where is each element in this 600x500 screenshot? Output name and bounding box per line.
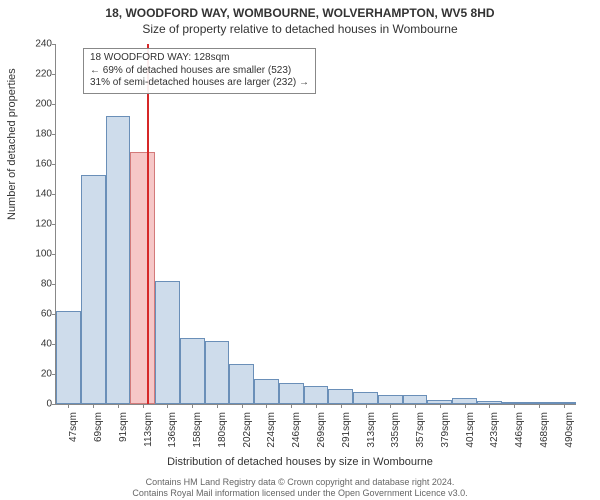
x-tick-label: 423sqm xyxy=(489,412,500,452)
y-tick-mark xyxy=(52,44,56,45)
histogram-bar xyxy=(279,383,304,404)
y-tick-mark xyxy=(52,104,56,105)
x-tick-mark xyxy=(217,404,218,408)
info-line-3: 31% of semi-detached houses are larger (… xyxy=(90,77,309,90)
chart-area: 02040608010012014016018020022024047sqm69… xyxy=(55,44,575,404)
x-tick-mark xyxy=(341,404,342,408)
y-tick-label: 0 xyxy=(22,399,52,410)
y-tick-label: 100 xyxy=(22,249,52,260)
y-tick-mark xyxy=(52,224,56,225)
x-tick-mark xyxy=(366,404,367,408)
y-tick-label: 80 xyxy=(22,279,52,290)
y-tick-mark xyxy=(52,284,56,285)
x-tick-label: 224sqm xyxy=(266,412,277,452)
footer: Contains HM Land Registry data © Crown c… xyxy=(0,477,600,498)
footer-line-2: Contains Royal Mail information licensed… xyxy=(0,488,600,498)
x-tick-mark xyxy=(118,404,119,408)
x-tick-mark xyxy=(291,404,292,408)
plot-region: 02040608010012014016018020022024047sqm69… xyxy=(55,44,576,405)
x-tick-label: 69sqm xyxy=(93,412,104,452)
x-tick-mark xyxy=(242,404,243,408)
y-tick-label: 20 xyxy=(22,369,52,380)
x-tick-label: 47sqm xyxy=(68,412,79,452)
x-tick-mark xyxy=(143,404,144,408)
y-tick-label: 60 xyxy=(22,309,52,320)
x-axis-label: Distribution of detached houses by size … xyxy=(0,456,600,468)
y-tick-mark xyxy=(52,164,56,165)
histogram-bar xyxy=(81,175,106,405)
x-tick-mark xyxy=(489,404,490,408)
x-tick-mark xyxy=(192,404,193,408)
x-tick-label: 335sqm xyxy=(390,412,401,452)
x-tick-mark xyxy=(390,404,391,408)
y-tick-label: 200 xyxy=(22,99,52,110)
x-tick-label: 401sqm xyxy=(465,412,476,452)
histogram-bar xyxy=(56,311,81,404)
histogram-bar xyxy=(180,338,205,404)
histogram-bar xyxy=(155,281,180,404)
x-tick-label: 379sqm xyxy=(440,412,451,452)
histogram-bar xyxy=(328,389,353,404)
x-tick-label: 357sqm xyxy=(415,412,426,452)
y-tick-label: 140 xyxy=(22,189,52,200)
y-tick-mark xyxy=(52,74,56,75)
x-tick-mark xyxy=(415,404,416,408)
histogram-bar xyxy=(130,152,155,404)
y-tick-label: 160 xyxy=(22,159,52,170)
y-tick-label: 220 xyxy=(22,69,52,80)
page-subtitle: Size of property relative to detached ho… xyxy=(0,20,600,36)
histogram-bar xyxy=(205,341,230,404)
x-tick-mark xyxy=(564,404,565,408)
x-tick-mark xyxy=(266,404,267,408)
histogram-bar xyxy=(106,116,131,404)
histogram-bar xyxy=(353,392,378,404)
x-tick-label: 136sqm xyxy=(167,412,178,452)
x-tick-label: 269sqm xyxy=(316,412,327,452)
x-tick-mark xyxy=(440,404,441,408)
x-tick-label: 468sqm xyxy=(539,412,550,452)
y-tick-label: 40 xyxy=(22,339,52,350)
x-tick-label: 490sqm xyxy=(564,412,575,452)
x-tick-label: 158sqm xyxy=(192,412,203,452)
x-tick-mark xyxy=(68,404,69,408)
x-tick-mark xyxy=(539,404,540,408)
x-tick-label: 446sqm xyxy=(514,412,525,452)
x-tick-label: 202sqm xyxy=(242,412,253,452)
y-tick-mark xyxy=(52,254,56,255)
x-tick-mark xyxy=(93,404,94,408)
info-box: 18 WOODFORD WAY: 128sqm ← 69% of detache… xyxy=(83,48,316,94)
histogram-bar xyxy=(254,379,279,405)
y-tick-mark xyxy=(52,134,56,135)
chart-container: 18, WOODFORD WAY, WOMBOURNE, WOLVERHAMPT… xyxy=(0,0,600,500)
histogram-bar xyxy=(229,364,254,405)
y-axis-label: Number of detached properties xyxy=(6,68,18,220)
x-tick-label: 313sqm xyxy=(366,412,377,452)
info-line-2: ← 69% of detached houses are smaller (52… xyxy=(90,65,309,78)
histogram-bar xyxy=(378,395,403,404)
y-tick-label: 240 xyxy=(22,39,52,50)
x-tick-label: 291sqm xyxy=(341,412,352,452)
x-tick-label: 113sqm xyxy=(143,412,154,452)
y-tick-label: 180 xyxy=(22,129,52,140)
y-tick-label: 120 xyxy=(22,219,52,230)
x-tick-label: 246sqm xyxy=(291,412,302,452)
info-line-1: 18 WOODFORD WAY: 128sqm xyxy=(90,52,309,65)
y-tick-mark xyxy=(52,404,56,405)
x-tick-mark xyxy=(167,404,168,408)
histogram-bar xyxy=(304,386,329,404)
x-tick-label: 91sqm xyxy=(118,412,129,452)
histogram-bar xyxy=(403,395,428,404)
x-tick-mark xyxy=(316,404,317,408)
x-tick-label: 180sqm xyxy=(217,412,228,452)
page-title: 18, WOODFORD WAY, WOMBOURNE, WOLVERHAMPT… xyxy=(0,0,600,20)
property-marker-line xyxy=(147,44,149,404)
y-tick-mark xyxy=(52,194,56,195)
x-tick-mark xyxy=(514,404,515,408)
x-tick-mark xyxy=(465,404,466,408)
footer-line-1: Contains HM Land Registry data © Crown c… xyxy=(0,477,600,487)
